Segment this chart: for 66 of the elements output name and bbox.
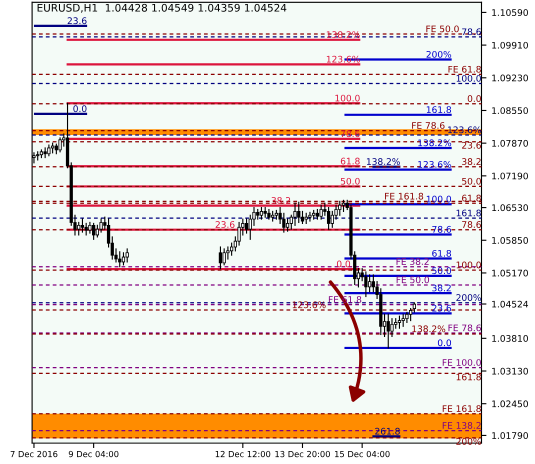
series-label: 50.0 xyxy=(462,178,481,185)
series-label: 138.2% xyxy=(366,158,400,165)
y-tick-label: 1.08550 xyxy=(492,107,528,114)
y-tick-label: 1.01790 xyxy=(492,432,528,439)
y-tick-label: 1.05850 xyxy=(492,236,528,244)
series-label: FE 38.2 xyxy=(396,258,429,265)
series-label: 138.2% xyxy=(326,31,360,38)
series-label: 50.0 xyxy=(432,267,452,274)
series-label: 78.6 xyxy=(462,28,481,36)
series-label: FE 161.8 xyxy=(385,192,424,200)
y-tick-label: 1.09910 xyxy=(492,42,528,49)
series-label: 50.0 xyxy=(340,178,360,185)
series-label: 123.6% xyxy=(418,161,452,168)
x-tick-label: 15 Dec 04:00 xyxy=(335,450,390,458)
series-label: 100.0 xyxy=(426,196,452,202)
series-label: 138.2% xyxy=(418,139,452,146)
series-label: 138.2% xyxy=(412,325,446,332)
series-label: 100.0 xyxy=(456,261,481,268)
y-tick-label: 1.10590 xyxy=(492,9,528,16)
series-label: 123.6% xyxy=(326,56,360,63)
series-label: 23.6 xyxy=(68,17,87,24)
series-label: FE 78.6 xyxy=(412,122,445,129)
series-label: 100.0 xyxy=(456,74,481,82)
series-label: 23.6 xyxy=(432,304,452,312)
series-label: FE 100.0 xyxy=(442,359,481,366)
series-label: 161.8 xyxy=(426,106,452,114)
series-label: 78.6 xyxy=(432,226,452,233)
series-label: 23.6 xyxy=(216,221,235,228)
y-tick-label: 1.04524 xyxy=(492,300,528,308)
chart-title: EURUSD,H1 1.04428 1.04549 1.04359 1.04524 xyxy=(38,4,286,13)
series-label: 38.2 xyxy=(462,158,481,165)
series-label: 0.0 xyxy=(468,95,481,102)
series-label: FE 78.6 xyxy=(448,324,481,332)
series-label: 0.0 xyxy=(73,105,87,112)
y-tick-label: 1.03810 xyxy=(492,335,528,342)
x-tick-label: 13 Dec 20:00 xyxy=(275,450,330,458)
series-label: 78.6 xyxy=(462,221,481,228)
series-label: FE 50.0 xyxy=(396,276,430,284)
series-label: 200% xyxy=(426,50,452,58)
series-label: 38.2 xyxy=(432,284,451,292)
y-tick-label: 1.05170 xyxy=(492,270,528,277)
series-label: 61.8 xyxy=(462,194,481,202)
x-tick-label: 9 Dec 04:00 xyxy=(68,450,118,458)
series-label: FE 61.8 xyxy=(448,66,481,73)
series-label: 61.8 xyxy=(432,250,452,257)
series-label: 161.8 xyxy=(456,210,481,216)
series-label: 161.8 xyxy=(456,374,481,380)
series-label: 123.6% xyxy=(292,301,326,308)
series-label: 61.8 xyxy=(340,158,360,164)
y-tick-label: 1.03130 xyxy=(492,368,528,375)
y-tick-label: 1.07190 xyxy=(492,172,528,180)
series-label: 200% xyxy=(456,294,481,302)
series-label: FE 161.8 xyxy=(442,405,481,412)
series-label: 0.0 xyxy=(336,260,350,268)
y-tick-label: 1.06530 xyxy=(492,204,528,212)
y-tick-label: 1.07870 xyxy=(492,140,528,147)
series-label: 23.6 xyxy=(462,142,481,149)
x-tick-label: 12 Dec 12:00 xyxy=(216,450,270,458)
x-tick-label: 7 Dec 2016 xyxy=(10,450,58,458)
series-label: 0.0 xyxy=(438,339,452,346)
series-label: FE 138.2 xyxy=(442,422,481,429)
series-label: 100.0 xyxy=(335,94,360,102)
series-label: FE 50.0 xyxy=(426,25,459,32)
series-label: 261.8 xyxy=(375,428,400,435)
y-tick-label: 1.09230 xyxy=(492,74,528,82)
y-tick-label: 1.02450 xyxy=(492,400,528,408)
